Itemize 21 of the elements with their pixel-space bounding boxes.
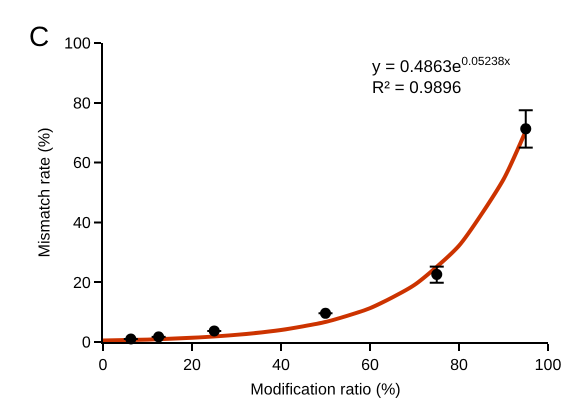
point (320, 308, 331, 319)
y-tick-label: 20 (73, 274, 91, 292)
annotation: y = 0.4863e$^{0.05238x}$ (372, 54, 510, 76)
x-tick-label: 60 (361, 357, 379, 374)
x-tick-label: 80 (450, 357, 468, 374)
annotation: R² = 0.9896 (372, 78, 462, 97)
point (153, 331, 164, 342)
point (520, 123, 532, 134)
y-tick-label: 0 (82, 334, 91, 352)
y-axis-title: Mismatch rate (%) (36, 128, 54, 258)
y-tick-label: 100 (64, 36, 91, 53)
x-tick-label: 40 (272, 357, 290, 374)
x-tick-label: 0 (98, 357, 108, 374)
x-tick-label: 100 (534, 357, 562, 374)
x-axis-title: Modification ratio (%) (250, 381, 401, 398)
y-tick-label: 80 (73, 95, 91, 112)
x-tick-label: 20 (183, 357, 201, 374)
point (208, 325, 220, 336)
y-tick-label: 60 (73, 155, 91, 172)
y-tick-label: 40 (73, 215, 91, 232)
text: C (29, 21, 50, 52)
